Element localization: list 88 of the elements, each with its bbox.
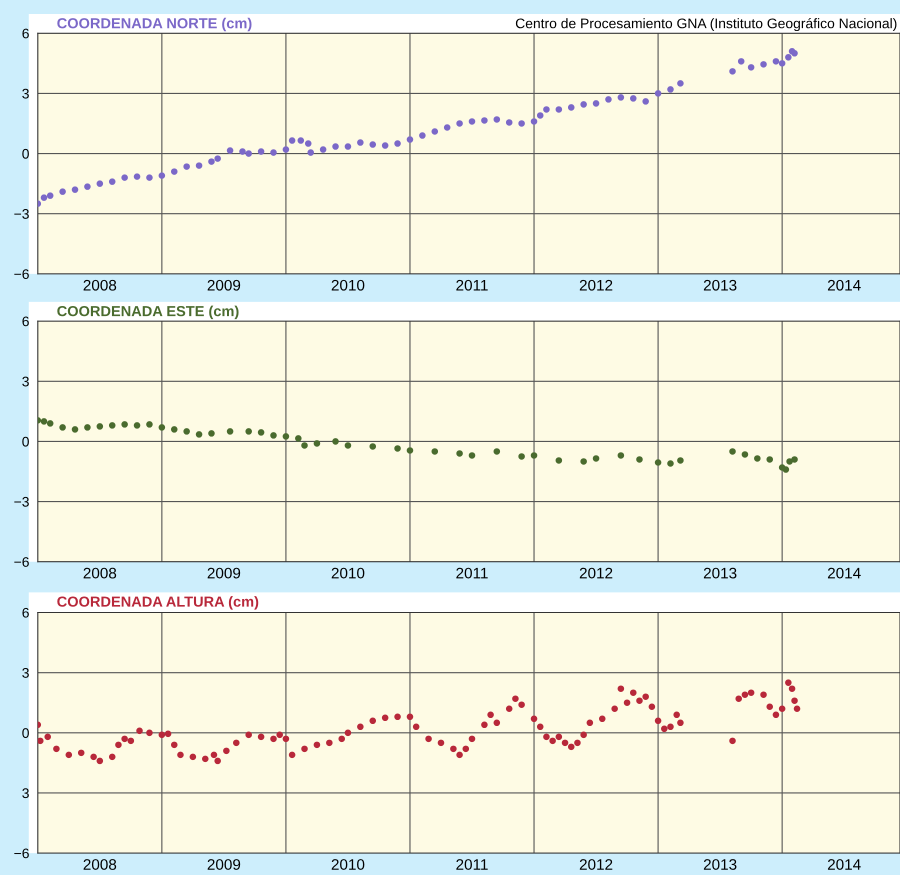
point: [134, 422, 140, 429]
x-tick-label: 2014: [828, 859, 861, 870]
point: [46, 420, 54, 427]
y-tick-label: −3: [14, 209, 29, 219]
point: [108, 422, 116, 429]
point: [208, 430, 215, 437]
x-tick-label: 2008: [84, 568, 116, 579]
x-tick-label: 2010: [332, 859, 364, 870]
point: [270, 432, 277, 439]
point: [406, 447, 414, 454]
y-tick-label: −6: [14, 269, 29, 280]
point: [667, 460, 674, 467]
x-tick-label: 2012: [580, 568, 612, 579]
point: [314, 440, 320, 447]
y-tick-label: 3: [22, 668, 29, 678]
point: [245, 428, 252, 435]
x-tick-label: 2012: [580, 280, 612, 291]
y-tick-label: −3: [14, 496, 29, 507]
point: [344, 442, 352, 449]
point: [295, 435, 302, 442]
y-tick-label: 3: [22, 788, 29, 798]
x-tick-label: 2008: [84, 859, 116, 870]
point: [468, 452, 476, 459]
x-tick-label: 2011: [456, 568, 488, 579]
point: [394, 445, 401, 452]
point: [729, 448, 736, 455]
x-tick-label: 2013: [704, 280, 736, 291]
point: [72, 426, 78, 433]
x-tick-label: 2009: [208, 568, 240, 579]
y-tick-label: −6: [14, 848, 29, 858]
y-tick-label: 0: [22, 728, 29, 738]
point: [677, 457, 684, 464]
point: [40, 418, 48, 425]
point: [494, 448, 500, 455]
y-tick-label: 3: [22, 376, 29, 386]
point: [456, 450, 463, 457]
point: [226, 428, 234, 435]
chart-title: COORDENADA ESTE (cm): [57, 306, 239, 320]
text: Centro de Procesamiento GNA (Instituto Geográfico Nacional): [516, 18, 896, 32]
point: [636, 456, 643, 463]
point: [121, 421, 128, 428]
x-tick-label: 2013: [704, 568, 736, 579]
point: [782, 466, 790, 473]
point: [158, 424, 166, 431]
x-tick-label: 2014: [828, 568, 861, 579]
point: [742, 451, 748, 458]
point: [84, 424, 91, 431]
y-tick-label: 0: [22, 148, 29, 159]
point: [791, 456, 798, 463]
point: [580, 458, 587, 465]
y-tick-label: −6: [14, 557, 29, 567]
y-tick-label: 6: [22, 608, 29, 618]
x-tick-label: 2010: [332, 280, 364, 291]
point: [654, 459, 662, 466]
point: [766, 456, 773, 463]
x-tick-label: 2011: [456, 859, 488, 870]
x-tick-label: 2012: [580, 859, 612, 870]
point: [332, 438, 339, 445]
point: [556, 457, 562, 464]
x-tick-label: 2009: [208, 859, 240, 870]
y-tick-label: 0: [22, 436, 29, 447]
point: [618, 452, 624, 459]
point: [754, 455, 761, 462]
point: [282, 433, 290, 440]
point: [196, 431, 202, 438]
x-tick-label: 2014: [828, 280, 861, 291]
x-tick-label: 2009: [208, 280, 240, 291]
chart-title: COORDENADA NORTE (cm): [57, 18, 252, 32]
y-tick-label: 6: [22, 316, 29, 326]
point: [171, 426, 178, 433]
point: [183, 428, 190, 435]
x-tick-label: 2010: [332, 568, 364, 579]
y-tick-label: 6: [22, 28, 29, 38]
point: [59, 424, 66, 431]
x-tick-label: 2013: [704, 859, 736, 870]
x-tick-label: 2008: [84, 280, 116, 291]
point: [370, 443, 376, 450]
point: [301, 442, 308, 449]
point: [518, 453, 525, 460]
point: [592, 455, 600, 462]
point: [432, 448, 438, 455]
point: [96, 423, 104, 430]
point: [530, 452, 538, 459]
chart-title: COORDENADA ALTURA (cm): [57, 596, 258, 610]
y-tick-label: 3: [22, 88, 29, 99]
point: [258, 429, 264, 436]
point: [146, 421, 153, 428]
x-tick-label: 2011: [456, 280, 488, 291]
